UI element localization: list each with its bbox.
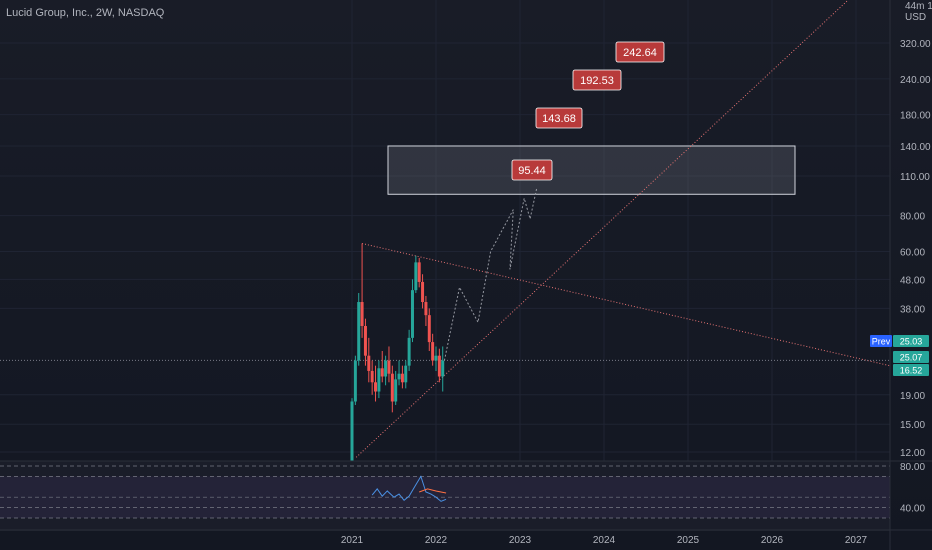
time-tick-label: 2024 — [593, 535, 616, 546]
oscillator-line — [371, 475, 447, 502]
projection-path — [443, 187, 538, 361]
candle-body — [357, 302, 361, 361]
time-tick-label: 2021 — [341, 535, 364, 546]
price-tick-label: 38.00 — [900, 304, 925, 315]
price-badge — [893, 351, 929, 363]
price-tick-label: 80.00 — [900, 212, 925, 223]
price-badge — [893, 335, 929, 347]
target-label-text: 143.68 — [542, 113, 576, 125]
time-axis: 2021 2022 2023 2024 2025 2026 2027 — [341, 535, 868, 546]
candle-body — [424, 302, 428, 316]
price-badge — [893, 364, 929, 376]
target-label-box — [535, 107, 583, 129]
oscillator-background — [0, 461, 890, 531]
price-tick-label: 180.00 — [900, 111, 931, 122]
price-badge — [870, 335, 892, 347]
oscillator-signal-line — [419, 488, 447, 494]
candle-body — [417, 262, 421, 282]
target-label-text: 192.53 — [580, 75, 614, 87]
price-badge-text: 16.52 — [900, 366, 923, 376]
price-tick-label: 320.00 — [900, 39, 931, 50]
candle-body — [407, 337, 411, 366]
grid — [0, 0, 890, 530]
candle-body — [363, 325, 367, 356]
target-label-box — [615, 41, 665, 63]
candle-body — [387, 360, 391, 374]
oscillator-level-label: 40.00 — [900, 504, 925, 515]
target-zone — [387, 145, 796, 195]
time-tick-label: 2023 — [509, 535, 532, 546]
candle-body — [437, 355, 441, 377]
candles — [347, 243, 445, 475]
target-label-box — [511, 159, 553, 181]
trendlines — [0, 0, 890, 458]
price-badge-text: 25.03 — [900, 337, 923, 347]
candle-body — [384, 360, 388, 377]
price-tick-label: 60.00 — [900, 248, 925, 259]
oscillator-pane: 80.00 40.00 — [0, 461, 925, 531]
price-tick-label: 48.00 — [900, 275, 925, 286]
price-badges: Prev 25.03 25.07 16.52 — [870, 335, 929, 376]
candle-body — [350, 401, 354, 463]
candle-body — [400, 373, 404, 383]
candle-body — [414, 262, 418, 291]
candle-body — [394, 379, 398, 402]
currency-label: 44m 1d — [905, 1, 932, 12]
candle-body — [367, 355, 371, 371]
price-tick-label: 15.00 — [900, 420, 925, 431]
price-badge-text: 25.07 — [900, 353, 923, 363]
price-tick-label: 140.00 — [900, 142, 931, 153]
candle-body — [374, 382, 378, 392]
price-badge-text: Prev — [872, 337, 891, 347]
target-label-text: 95.44 — [518, 165, 546, 177]
time-tick-label: 2025 — [677, 535, 700, 546]
projection-line — [443, 187, 538, 361]
currency-label: USD — [905, 12, 926, 23]
candle-body — [397, 373, 401, 380]
candle-body — [360, 302, 364, 326]
price-tick-label: 110.00 — [900, 172, 930, 183]
candle-body — [390, 373, 394, 402]
target-labels: 95.44 143.68 192.53 242.64 — [511, 41, 665, 181]
time-tick-label: 2026 — [761, 535, 784, 546]
price-tick-label: 19.00 — [900, 391, 925, 402]
target-label-box — [572, 69, 622, 91]
symbol-title: Lucid Group, Inc., 2W, NASDAQ — [6, 7, 165, 19]
candle-body — [410, 290, 414, 338]
candle-body — [434, 355, 438, 361]
oscillator-level-label: 80.00 — [900, 462, 925, 473]
target-zone-rect — [387, 145, 796, 195]
candle-body — [427, 315, 431, 343]
price-tick-label: 12.00 — [900, 448, 925, 459]
candle-body — [353, 360, 357, 402]
target-label-text: 242.64 — [623, 47, 657, 59]
candle-body — [421, 281, 425, 303]
candle-body — [441, 360, 445, 377]
candle-body — [404, 365, 408, 383]
time-tick-label: 2027 — [845, 535, 868, 546]
candle-body — [431, 342, 435, 361]
candle-body — [370, 370, 374, 383]
trendline — [355, 0, 848, 458]
price-tick-label: 240.00 — [900, 75, 931, 86]
candle-body — [380, 368, 384, 377]
trendline — [361, 242, 890, 367]
candle-body — [377, 368, 381, 392]
time-tick-label: 2022 — [425, 535, 448, 546]
